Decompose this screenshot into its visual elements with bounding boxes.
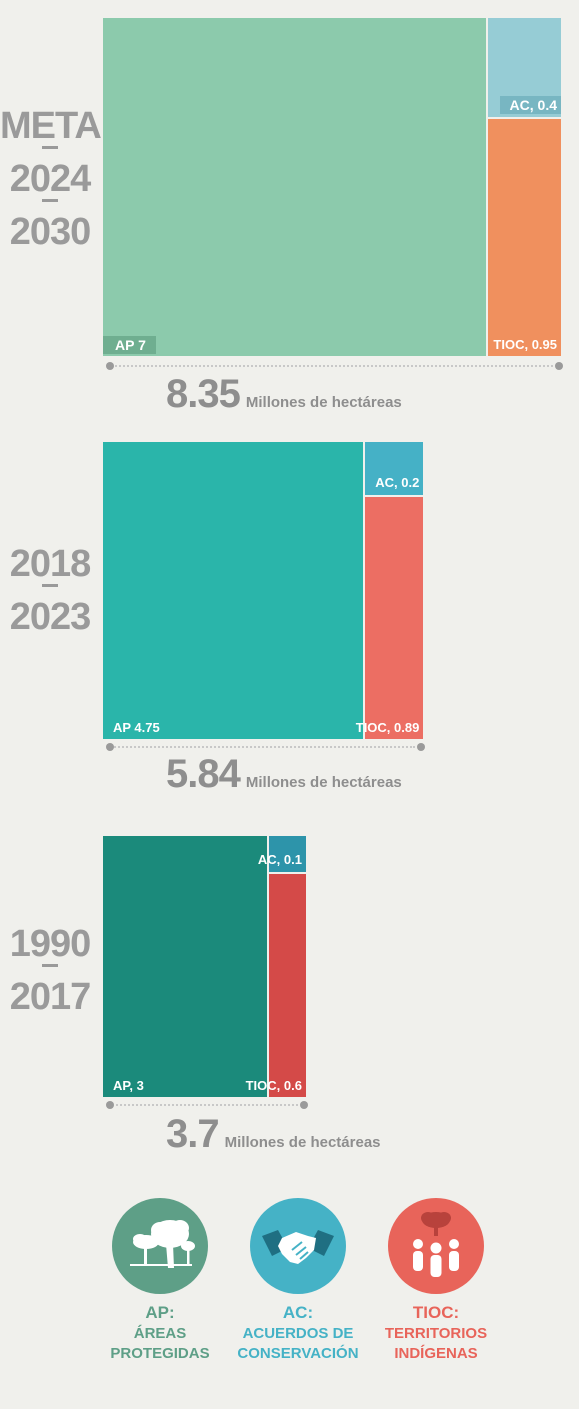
period-dash [42,964,58,967]
handshake-icon [250,1198,346,1294]
treemap-cell-ac [268,836,306,873]
total-axis-line [111,365,553,367]
period-line: 2024 [9,158,92,200]
axis-end-dot [555,362,563,370]
total-label: 3.7 Millones de hectáreas [166,1112,381,1157]
period-label: 2018 2023 [0,540,100,641]
legend-desc-ap-1: ÁREAS [133,1325,187,1342]
total-value: 3.7 [166,1112,220,1156]
treemap-cell-tioc [364,497,424,739]
total-axis-line [111,746,416,748]
data-label-ac: AC, 0.1 [257,852,302,868]
data-label-ap: AP, 3 [113,1078,144,1093]
total-axis-line [111,1104,298,1106]
treemap-cell-ap [103,836,267,1097]
period-line: 2017 [9,976,92,1018]
total-label: 5.84 Millones de hectáreas [166,752,402,797]
legend-desc-ap-2: PROTEGIDAS [110,1345,210,1362]
period-label: 1990 2017 [0,920,100,1021]
legend-desc-tioc-1: TERRITORIOS [384,1325,488,1342]
total-unit: Millones de hectáreas [224,1134,381,1151]
period-dash [42,584,58,587]
treemap-cell-ac [364,442,424,496]
axis-end-dot [299,1101,308,1109]
people-tree-icon [388,1198,484,1294]
legend-key-tioc: TIOC: [412,1303,460,1322]
period-label: META 2024 2030 [0,102,102,256]
legend-item-ap: AP: ÁREAS PROTEGIDAS [90,1198,230,1364]
total-value: 8.35 [166,372,241,416]
axis-end-dot [106,743,114,751]
period-line: 2018 [9,543,92,585]
axis-end-dot [106,1101,114,1109]
data-label-tioc: TIOC, 0.89 [355,720,420,735]
data-label-ap: AP 7 [103,336,156,354]
trees-icon [112,1198,208,1294]
total-unit: Millones de hectáreas [245,394,402,411]
treemap-cell-ap [103,18,486,356]
total-value: 5.84 [166,752,241,796]
treemap-cell-ap [103,442,363,739]
legend-key-ap: AP: [145,1303,175,1322]
data-label-ac: AC, 0.4 [499,96,561,115]
data-label-tioc: TIOC, 0.95 [493,337,557,352]
legend-desc-ac-2: CONSERVACIÓN [237,1345,359,1362]
data-label-ap: AP 4.75 [113,720,160,735]
treemap-cell-tioc [268,874,306,1097]
total-label: 8.35 Millones de hectáreas [166,372,402,417]
legend-item-ac: AC: ACUERDOS DE CONSERVACIÓN [228,1198,368,1364]
legend-desc-ac-1: ACUERDOS DE [242,1325,354,1342]
period-dash [42,146,58,149]
period-line: 1990 [9,923,92,965]
period-line: 2030 [9,211,92,253]
period-dash [42,199,58,202]
period-line: 2023 [9,596,92,638]
period-line: META [0,105,102,147]
treemap-cell-tioc [487,119,561,356]
total-unit: Millones de hectáreas [245,774,402,791]
axis-end-dot [417,743,426,751]
axis-end-dot [106,362,114,370]
data-label-ac: AC, 0.2 [375,475,420,491]
legend-key-ac: AC: [282,1303,314,1322]
legend-item-tioc: TIOC: TERRITORIOS INDÍGENAS [366,1198,506,1364]
data-label-tioc: TIOC, 0.6 [245,1078,302,1093]
legend-desc-tioc-2: INDÍGENAS [394,1345,478,1362]
